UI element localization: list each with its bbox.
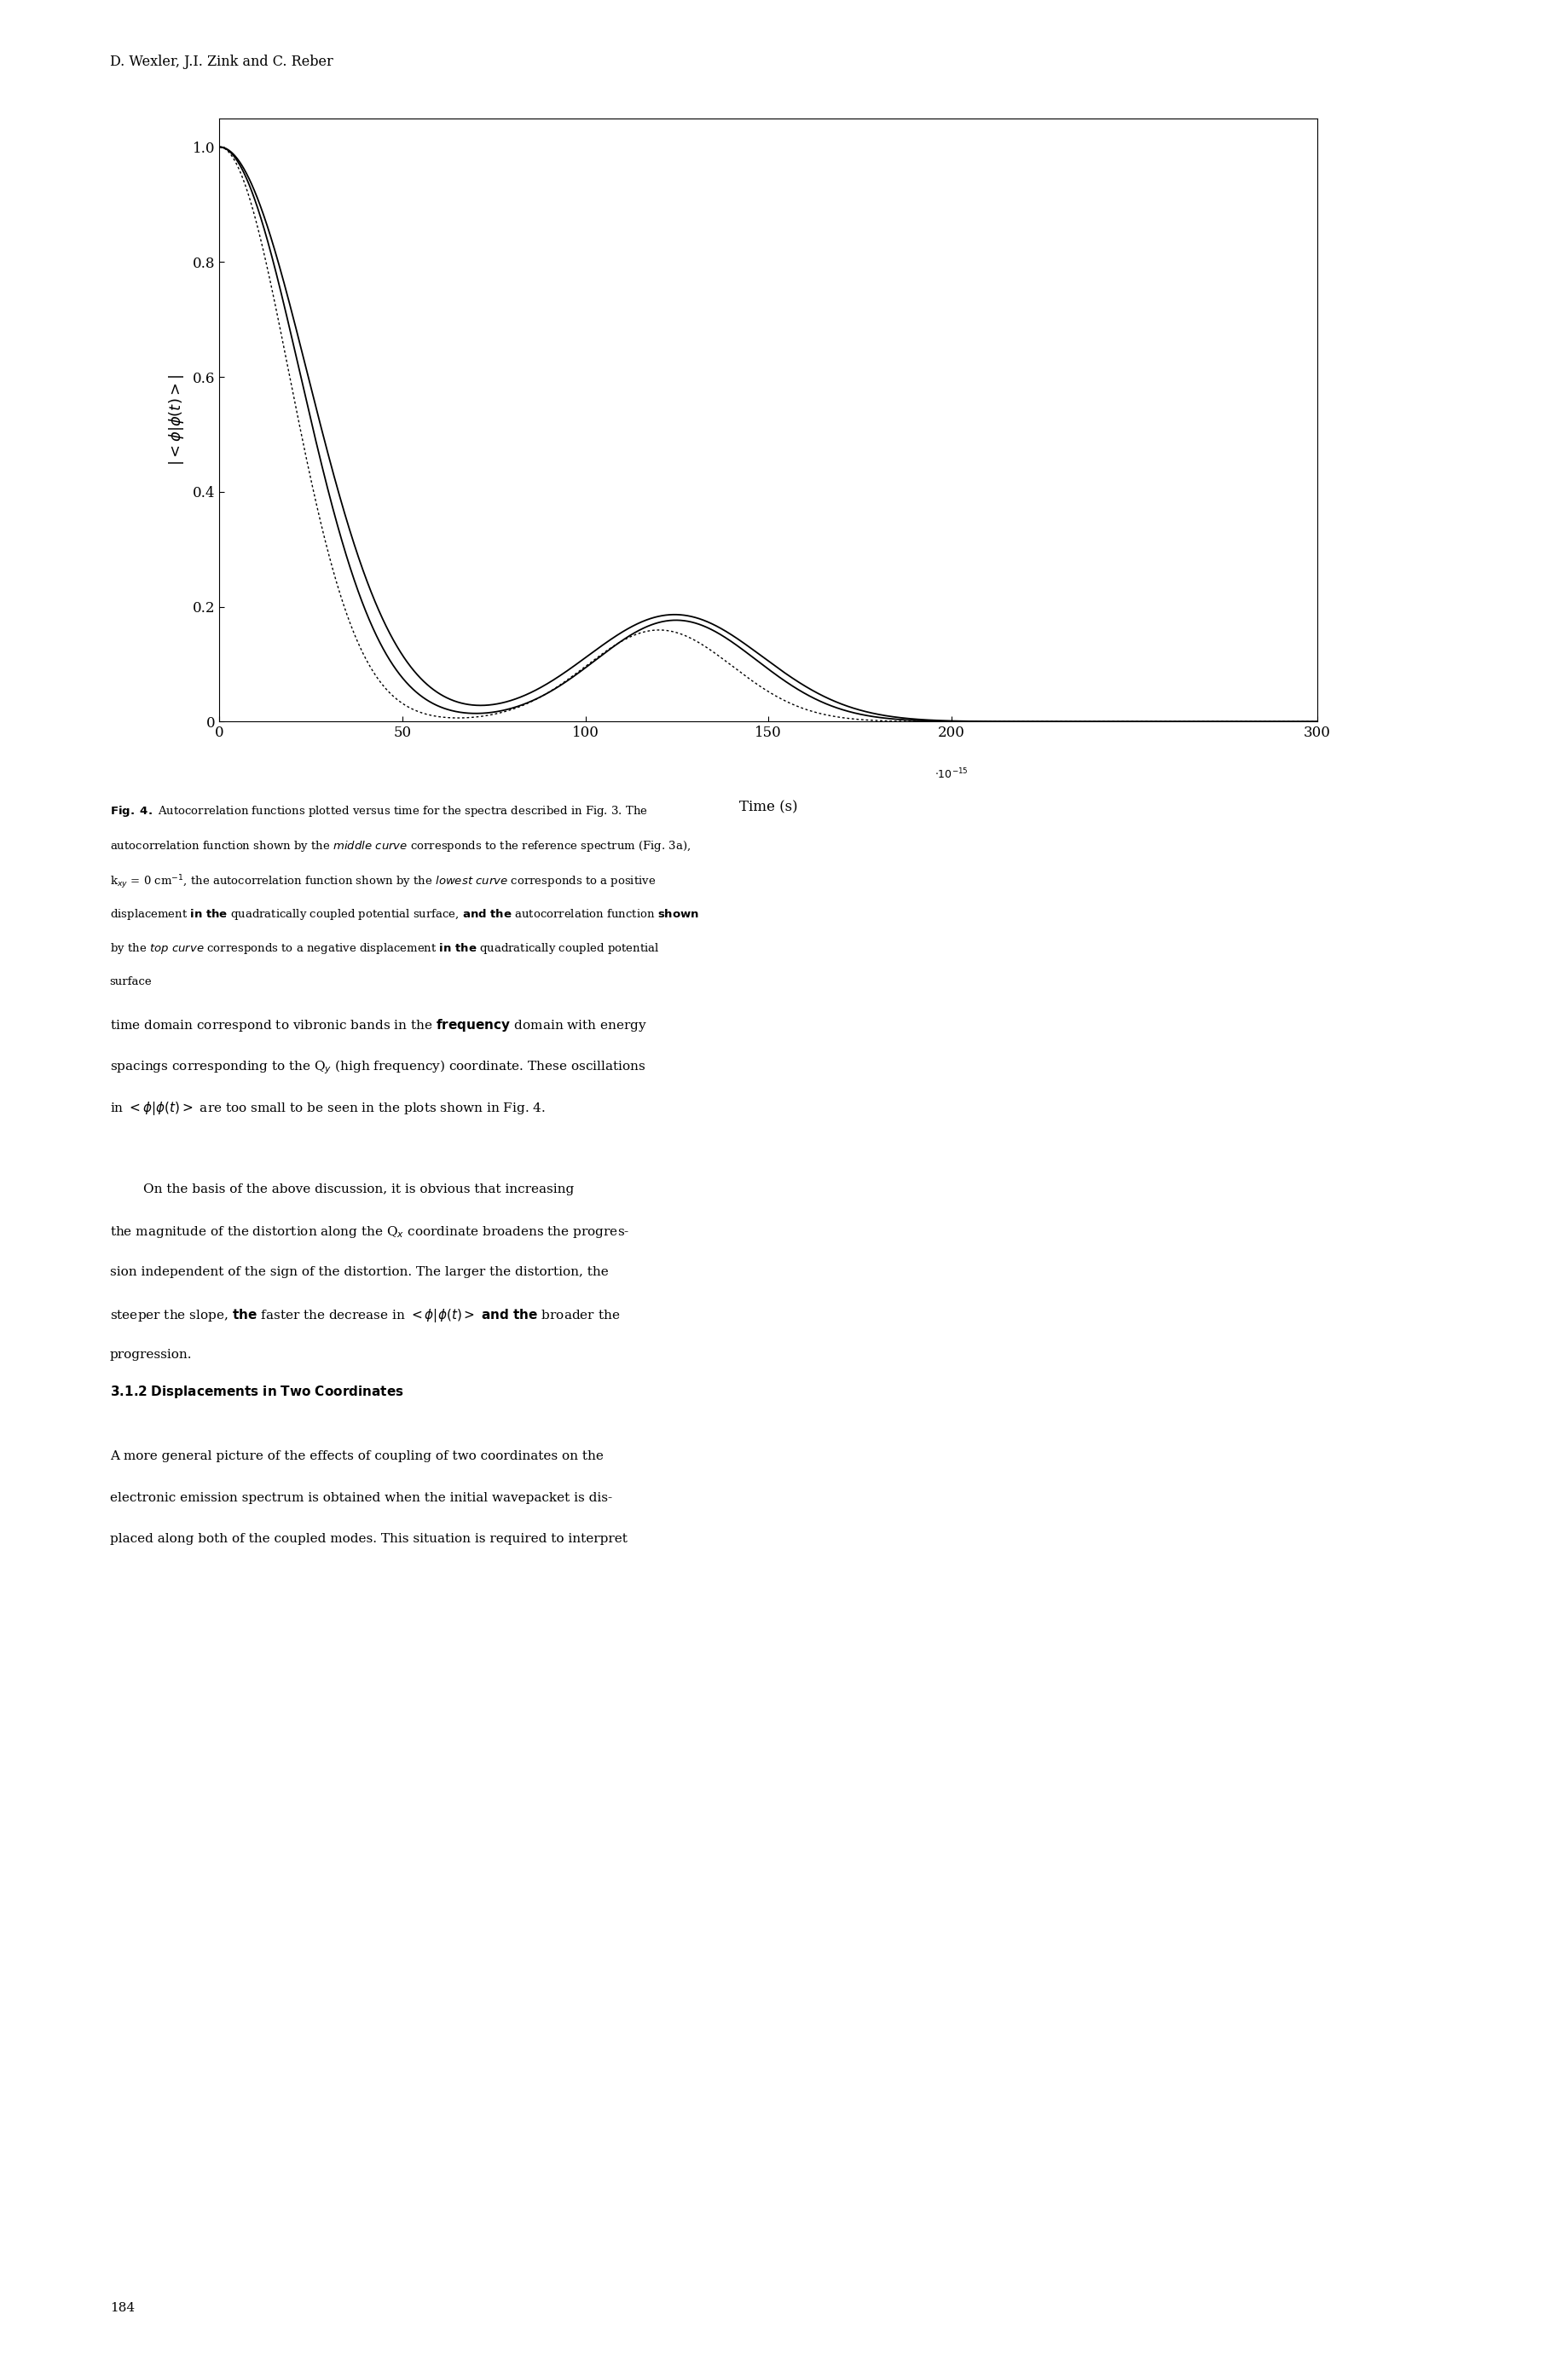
Text: time domain correspond to vibronic bands in the $\mathbf{frequency}$ domain with: time domain correspond to vibronic bands… bbox=[110, 1017, 648, 1034]
Text: Time (s): Time (s) bbox=[739, 800, 798, 814]
Text: D. Wexler, J.I. Zink and C. Reber: D. Wexler, J.I. Zink and C. Reber bbox=[110, 54, 332, 69]
Text: $\cdot10^{-15}$: $\cdot10^{-15}$ bbox=[935, 767, 967, 781]
Text: On the basis of the above discussion, it is obvious that increasing: On the basis of the above discussion, it… bbox=[110, 1183, 574, 1195]
Text: steeper the slope, $\mathbf{the}$ faster the decrease in $< \phi|\phi(t) >$ $\ma: steeper the slope, $\mathbf{the}$ faster… bbox=[110, 1308, 619, 1325]
Text: $\mathbf{3.1.2\ Displacements\ in\ Two\ Coordinates}$: $\mathbf{3.1.2\ Displacements\ in\ Two\ … bbox=[110, 1384, 403, 1401]
Text: placed along both of the coupled modes. This situation is required to interpret: placed along both of the coupled modes. … bbox=[110, 1533, 627, 1545]
Text: $\mathbf{Fig.\ 4.}$ Autocorrelation functions plotted versus time for the spectr: $\mathbf{Fig.\ 4.}$ Autocorrelation func… bbox=[110, 804, 648, 819]
Text: k$_{\mathit{xy}}$ = 0 cm$^{-1}$, the autocorrelation function shown by the $\mat: k$_{\mathit{xy}}$ = 0 cm$^{-1}$, the aut… bbox=[110, 873, 655, 890]
Text: electronic emission spectrum is obtained when the initial wavepacket is dis-: electronic emission spectrum is obtained… bbox=[110, 1493, 612, 1505]
Y-axis label: $|<\phi|\phi(t)>|$: $|<\phi|\phi(t)>|$ bbox=[166, 374, 185, 466]
Text: spacings corresponding to the Q$_y$ (high frequency) coordinate. These oscillati: spacings corresponding to the Q$_y$ (hig… bbox=[110, 1060, 646, 1077]
Text: 184: 184 bbox=[110, 2302, 135, 2314]
Text: A more general picture of the effects of coupling of two coordinates on the: A more general picture of the effects of… bbox=[110, 1450, 604, 1462]
Text: displacement $\mathbf{in\ the}$ quadratically coupled potential surface, $\mathb: displacement $\mathbf{in\ the}$ quadrati… bbox=[110, 906, 699, 923]
Text: by the $\mathit{top\ curve}$ corresponds to a negative displacement $\mathbf{in\: by the $\mathit{top\ curve}$ corresponds… bbox=[110, 942, 660, 956]
Text: in $< \phi|\phi(t) >$ are too small to be seen in the plots shown in Fig. 4.: in $< \phi|\phi(t) >$ are too small to b… bbox=[110, 1100, 546, 1117]
Text: sion independent of the sign of the distortion. The larger the distortion, the: sion independent of the sign of the dist… bbox=[110, 1266, 608, 1278]
Text: autocorrelation function shown by the $\mathit{middle\ curve}$ corresponds to th: autocorrelation function shown by the $\… bbox=[110, 838, 690, 854]
Text: surface: surface bbox=[110, 975, 152, 987]
Text: progression.: progression. bbox=[110, 1349, 191, 1360]
Text: the magnitude of the distortion along the Q$_x$ coordinate broadens the progres-: the magnitude of the distortion along th… bbox=[110, 1226, 629, 1240]
